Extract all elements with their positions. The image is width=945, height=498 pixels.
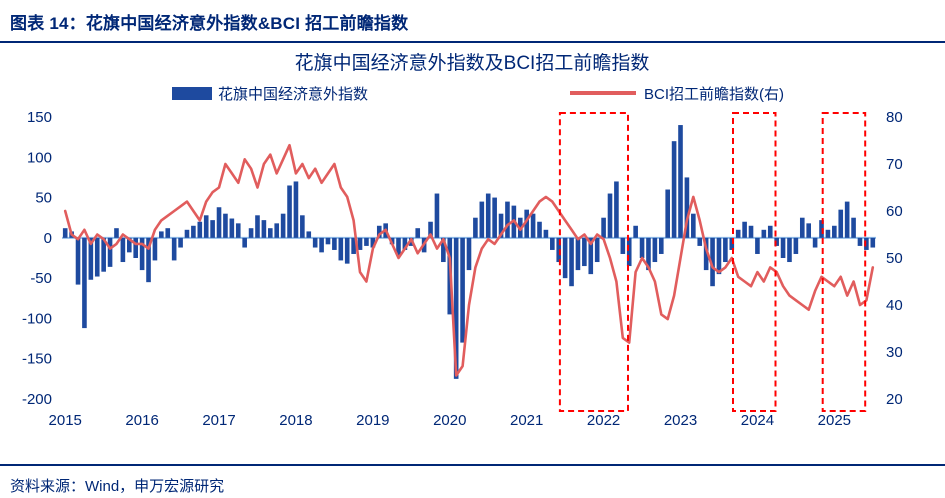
svg-text:80: 80 <box>886 109 903 126</box>
svg-text:40: 40 <box>886 297 903 314</box>
svg-text:2024: 2024 <box>741 412 774 429</box>
svg-text:-200: -200 <box>22 391 52 408</box>
line-series <box>63 143 875 377</box>
svg-text:2018: 2018 <box>279 412 312 429</box>
highlight-box <box>821 112 867 412</box>
figure-header: 图表 14：花旗中国经济意外指数&BCI 招工前瞻指数 <box>0 0 945 41</box>
highlight-box <box>558 112 630 412</box>
svg-text:-150: -150 <box>22 351 52 368</box>
svg-text:0: 0 <box>44 230 52 247</box>
svg-text:30: 30 <box>886 344 903 361</box>
svg-text:50: 50 <box>35 190 52 207</box>
svg-text:70: 70 <box>886 156 903 173</box>
highlight-box <box>732 112 777 412</box>
legend: 花旗中国经济意外指数 BCI招工前瞻指数(右) <box>172 85 784 103</box>
axis-labels: 150100500-50-100-150-2008070605040302020… <box>22 109 903 429</box>
svg-text:100: 100 <box>27 149 52 166</box>
svg-text:2023: 2023 <box>664 412 697 429</box>
svg-text:2019: 2019 <box>356 412 389 429</box>
legend-bar-swatch <box>172 87 212 100</box>
svg-text:2017: 2017 <box>202 412 235 429</box>
source-note: 资料来源：Wind，申万宏源研究 <box>10 478 225 495</box>
svg-text:60: 60 <box>886 203 903 220</box>
svg-text:2025: 2025 <box>818 412 851 429</box>
header-divider <box>0 41 945 43</box>
chart-title: 花旗中国经济意外指数及BCI招工前瞻指数 <box>295 52 650 74</box>
svg-text:150: 150 <box>27 109 52 126</box>
svg-text:20: 20 <box>886 391 903 408</box>
svg-text:2016: 2016 <box>125 412 158 429</box>
bar-series <box>62 125 876 379</box>
svg-text:-100: -100 <box>22 310 52 327</box>
svg-text:2020: 2020 <box>433 412 466 429</box>
svg-text:2021: 2021 <box>510 412 543 429</box>
chart-canvas: 花旗中国经济意外指数及BCI招工前瞻指数 花旗中国经济意外指数 BCI招工前瞻指… <box>22 52 903 429</box>
figure-footer: 资料来源：Wind，申万宏源研究 <box>0 464 945 496</box>
legend-bar-label: 花旗中国经济意外指数 <box>218 85 368 103</box>
svg-text:2022: 2022 <box>587 412 620 429</box>
svg-text:-50: -50 <box>30 270 52 287</box>
legend-line-label: BCI招工前瞻指数(右) <box>644 86 784 103</box>
figure-title: 图表 14：花旗中国经济意外指数&BCI 招工前瞻指数 <box>10 14 409 33</box>
svg-text:50: 50 <box>886 250 903 267</box>
svg-text:2015: 2015 <box>49 412 82 429</box>
